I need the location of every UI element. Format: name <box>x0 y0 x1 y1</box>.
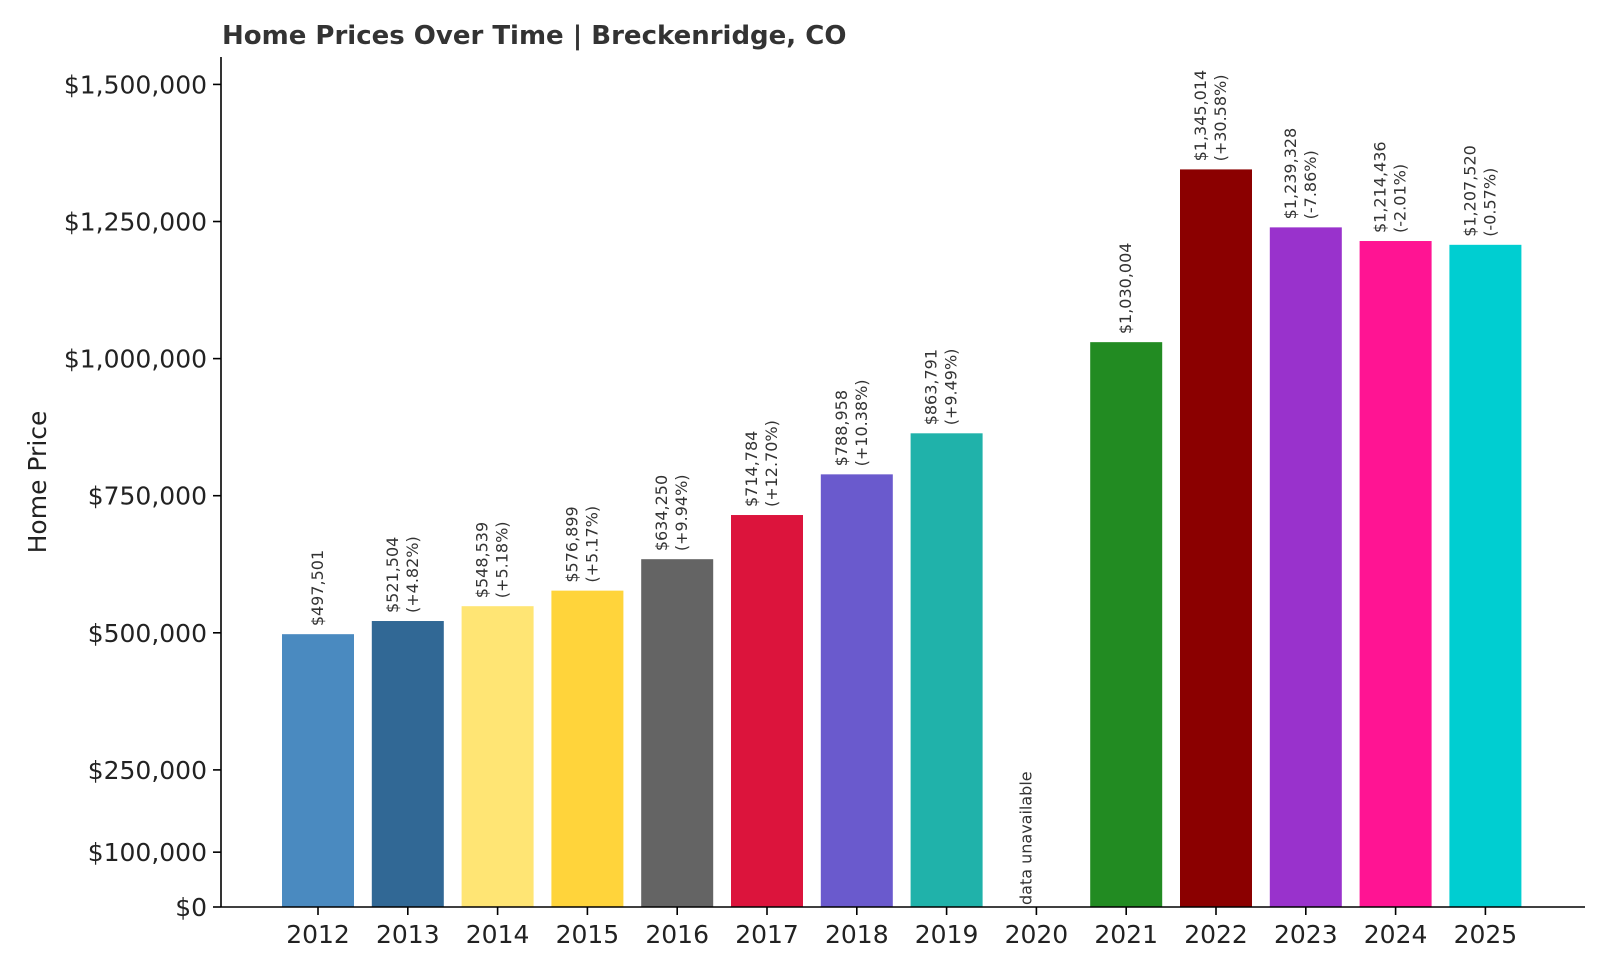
x-tick-label: 2012 <box>286 920 350 949</box>
bar-2012 <box>282 634 354 907</box>
bar-change-label: (+12.70%) <box>762 420 781 507</box>
data-unavailable-label: data unavailable <box>1016 771 1035 905</box>
bar-change-label: (+5.17%) <box>582 506 601 583</box>
y-tick-label: $0 <box>175 893 207 922</box>
bar-change-label: (-7.86%) <box>1301 150 1320 219</box>
bar-2017 <box>731 515 803 907</box>
y-tick-label: $1,500,000 <box>64 70 207 99</box>
y-axis-label: Home Price <box>23 411 52 554</box>
x-tick-label: 2014 <box>466 920 530 949</box>
bar-change-label: (+5.18%) <box>493 521 512 598</box>
bar-value-label: $497,501 <box>308 550 327 626</box>
bar-2015 <box>551 590 624 907</box>
bar-value-label: $1,239,328 <box>1281 128 1300 220</box>
x-tick-label: 2013 <box>376 920 440 949</box>
x-tick-label: 2019 <box>915 920 979 949</box>
bar-2024 <box>1359 241 1432 907</box>
bar-2019 <box>910 433 983 907</box>
bar-change-label: (-0.57%) <box>1480 168 1499 237</box>
bar-change-label: (+9.49%) <box>942 349 961 426</box>
x-tick-label: 2016 <box>645 920 709 949</box>
x-tick-label: 2024 <box>1364 920 1428 949</box>
bar-change-label: (+9.94%) <box>672 474 691 551</box>
bar-value-label: $1,207,520 <box>1460 145 1479 237</box>
bar-value-label: $788,958 <box>832 390 851 466</box>
y-tick-label: $1,000,000 <box>64 345 207 374</box>
bar-value-label: $634,250 <box>652 475 671 551</box>
bar-value-label: $1,345,014 <box>1191 70 1210 162</box>
bar-2016 <box>641 559 714 907</box>
bar-2022 <box>1180 169 1252 907</box>
bar-change-label: (-2.01%) <box>1391 164 1410 233</box>
y-tick-label: $1,250,000 <box>64 208 207 237</box>
bar-change-label: (+30.58%) <box>1211 75 1230 162</box>
x-tick-label: 2025 <box>1454 920 1518 949</box>
x-tick-label: 2021 <box>1094 920 1158 949</box>
bar-2018 <box>820 474 893 907</box>
y-tick-label: $100,000 <box>88 838 207 867</box>
bar-2014 <box>461 606 534 907</box>
x-tick-label: 2023 <box>1274 920 1338 949</box>
bar-labels-group: $497,501 $521,504 (+4.82%) $548,539 (+5.18%)… <box>308 70 1499 905</box>
y-tick-label: $750,000 <box>88 482 207 511</box>
bar-change-label: (+4.82%) <box>403 536 422 613</box>
bar-value-label: $521,504 <box>383 537 402 613</box>
x-tick-label: 2018 <box>825 920 889 949</box>
x-tick-label: 2020 <box>1005 920 1069 949</box>
bar-value-label: $1,214,436 <box>1371 141 1390 233</box>
x-tick-label: 2022 <box>1184 920 1248 949</box>
bar-2021 <box>1090 342 1163 908</box>
x-tick-label: 2017 <box>735 920 799 949</box>
y-tick-label: $250,000 <box>88 756 207 785</box>
bar-value-label: $863,791 <box>922 349 941 425</box>
bar-2013 <box>371 621 444 907</box>
bar-2023 <box>1269 227 1342 907</box>
bars-group <box>282 169 1522 908</box>
chart-title: Home Prices Over Time | Breckenridge, CO <box>222 21 846 51</box>
x-tick-label: 2015 <box>556 920 620 949</box>
bar-change-label: (+10.38%) <box>852 379 871 466</box>
bar-value-label: $1,030,004 <box>1116 243 1135 335</box>
bar-2025 <box>1449 244 1522 907</box>
y-axis-ticks: $0 $100,000 $250,000 $500,000 $750,000 $1,000… <box>64 70 221 922</box>
x-axis-ticks: 2012 2013 2014 2015 2016 2017 2018 2019 2020 2021… <box>286 907 1517 949</box>
y-tick-label: $500,000 <box>88 619 207 648</box>
bar-value-label: $714,784 <box>742 431 761 507</box>
bar-value-label: $548,539 <box>473 522 492 598</box>
bar-value-label: $576,899 <box>562 506 581 582</box>
